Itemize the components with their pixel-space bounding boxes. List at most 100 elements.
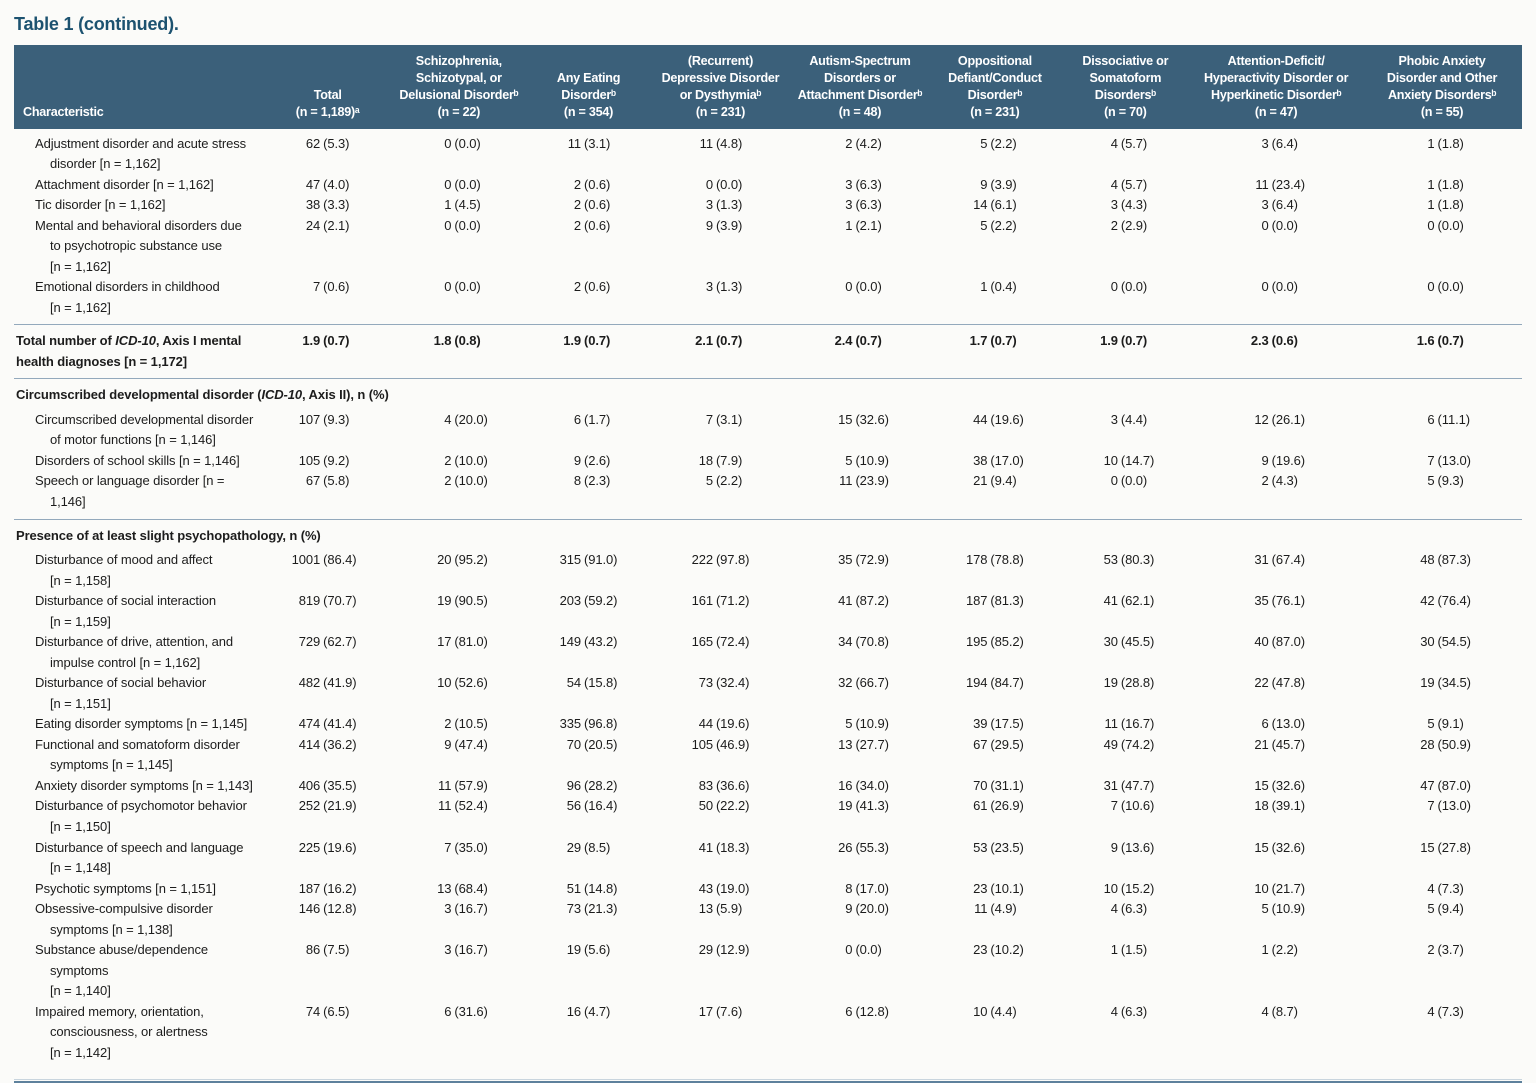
table-row: Disturbance of mood and affect [n = 1,15…: [14, 550, 1522, 591]
value-cell: 53 (23.5): [973, 839, 1024, 855]
row-label: Obsessive-compulsive disorder symptoms […: [35, 901, 213, 937]
value-cell: 5 (10.9): [845, 716, 889, 732]
value-cell: 1 (2.1): [845, 217, 882, 233]
column-header-characteristic: Characteristic: [14, 45, 265, 129]
value-cell: 28 (50.9): [1420, 736, 1471, 752]
value-cell: 0 (0.0): [705, 176, 743, 192]
value-cell: 61 (26.9): [973, 798, 1024, 814]
table-row: Disturbance of drive, attention, and imp…: [14, 632, 1522, 673]
row-label: Disturbance of social interaction [n = 1…: [35, 593, 216, 629]
value-cell: 0 (0.0): [1427, 217, 1464, 233]
table-row: Impaired memory, orientation, consciousn…: [14, 1002, 1522, 1080]
value-cell: 15 (32.6): [1254, 839, 1306, 855]
value-cell: 149 (43.2): [559, 634, 618, 650]
value-cell: 3 (16.7): [444, 942, 488, 958]
value-cell: 31 (67.4): [1254, 552, 1306, 568]
value-cell: 4 (5.7): [1110, 135, 1148, 151]
value-cell: 5 (2.2): [980, 135, 1017, 151]
value-cell: 222 (97.8): [691, 552, 750, 568]
value-cell: 5 (10.9): [845, 452, 889, 468]
value-cell: 67 (5.8): [305, 473, 350, 489]
value-cell: 10 (52.6): [437, 675, 488, 691]
value-cell: 4 (8.7): [1261, 1003, 1298, 1019]
value-cell: 9 (2.6): [573, 452, 611, 468]
value-cell: 3 (6.4): [1261, 197, 1298, 213]
value-cell: 8 (17.0): [845, 880, 889, 896]
value-cell: 5 (2.2): [705, 473, 743, 489]
value-cell: 161 (71.2): [691, 593, 750, 609]
value-cell: 17 (81.0): [437, 634, 488, 650]
section-header-label: Presence of at least slight psychopathol…: [14, 518, 1522, 551]
value-cell: 11 (57.9): [438, 777, 488, 793]
value-cell: 39 (17.5): [973, 716, 1024, 732]
value-cell: 4 (6.3): [1110, 901, 1148, 917]
value-cell: 20 (95.2): [437, 552, 488, 568]
table-row: Mental and behavioral disorders due to p…: [14, 216, 1522, 278]
column-header-dissociative: Dissociative or Somatoform Disordersᵇ (n…: [1060, 45, 1191, 129]
value-cell: 11 (23.4): [1255, 176, 1306, 192]
value-cell: 1.8 (0.8): [390, 324, 527, 379]
value-cell: 54 (15.8): [566, 675, 618, 691]
value-cell: 4 (5.7): [1110, 176, 1148, 192]
value-cell: 5 (9.3): [1427, 473, 1464, 489]
value-cell: 2 (2.9): [1110, 217, 1148, 233]
value-cell: 42 (76.4): [1420, 593, 1471, 609]
value-cell: 0 (0.0): [845, 942, 882, 958]
value-cell: 6 (1.7): [573, 411, 611, 427]
value-cell: 2 (3.7): [1427, 942, 1464, 958]
value-cell: 19 (28.8): [1103, 675, 1155, 691]
table-body: Adjustment disorder and acute stress dis…: [14, 129, 1522, 1080]
row-label: Substance abuse/dependence symptoms [n =…: [35, 942, 209, 999]
value-cell: 1 (4.5): [444, 197, 481, 213]
value-cell: 23 (10.1): [973, 880, 1024, 896]
value-cell: 1 (1.5): [1110, 942, 1148, 958]
value-cell: 3 (1.3): [705, 279, 743, 295]
value-cell: 6 (11.1): [1427, 411, 1470, 427]
row-label: Psychotic symptoms [n = 1,151]: [35, 880, 216, 896]
value-cell: 12 (26.1): [1254, 411, 1306, 427]
value-cell: 1.9 (0.7): [1060, 324, 1191, 379]
value-cell: 146 (12.8): [298, 901, 357, 917]
value-cell: 482 (41.9): [298, 675, 357, 691]
header-row: Characteristic Total (n = 1,189)ᵃ Schizoph…: [14, 45, 1522, 129]
value-cell: 50 (22.2): [698, 798, 750, 814]
value-cell: 56 (16.4): [566, 798, 618, 814]
row-label: Disturbance of drive, attention, and imp…: [35, 634, 234, 670]
column-header-adhd: Attention-Deficit/ Hyperactivity Disorde…: [1190, 45, 1363, 129]
value-cell: 19 (5.6): [566, 942, 611, 958]
value-cell: 4 (7.3): [1427, 880, 1464, 896]
value-cell: 44 (19.6): [698, 716, 750, 732]
value-cell: 1 (0.4): [980, 279, 1017, 295]
value-cell: 21 (9.4): [973, 473, 1017, 489]
value-cell: 474 (41.4): [298, 716, 357, 732]
value-cell: 1001 (86.4): [291, 552, 357, 568]
row-label: Disorders of school skills [n = 1,146]: [35, 452, 240, 468]
value-cell: 62 (5.3): [305, 135, 350, 151]
table-row: Adjustment disorder and acute stress dis…: [14, 129, 1522, 175]
value-cell: 7 (10.6): [1110, 798, 1155, 814]
value-cell: 315 (91.0): [559, 552, 618, 568]
value-cell: 7 (13.0): [1427, 798, 1471, 814]
value-cell: 35 (72.9): [838, 552, 889, 568]
value-cell: 406 (35.5): [298, 777, 357, 793]
value-cell: 5 (2.2): [980, 217, 1017, 233]
table-row: Functional and somatoform disorder sympt…: [14, 735, 1522, 776]
value-cell: 23 (10.2): [973, 942, 1024, 958]
value-cell: 105 (9.2): [298, 452, 350, 468]
row-label: Emotional disorders in childhood [n = 1,…: [35, 279, 220, 315]
table-row: Emotional disorders in childhood [n = 1,…: [14, 277, 1522, 325]
value-cell: 38 (17.0): [973, 452, 1024, 468]
value-cell: 19 (41.3): [838, 798, 889, 814]
value-cell: 40 (87.0): [1254, 634, 1306, 650]
value-cell: 47 (87.0): [1420, 777, 1471, 793]
value-cell: 74 (6.5): [305, 1003, 350, 1019]
value-cell: 2 (0.6): [573, 217, 611, 233]
value-cell: 2 (4.2): [845, 135, 882, 151]
value-cell: 29 (8.5): [566, 839, 611, 855]
value-cell: 3 (4.4): [1110, 411, 1148, 427]
column-header-eating-disorder: Any Eating Disorderᵇ (n = 354): [526, 45, 651, 129]
value-cell: 107 (9.3): [298, 411, 350, 427]
row-label: Disturbance of speech and language [n = …: [35, 839, 244, 876]
value-cell: 73 (32.4): [698, 675, 750, 691]
value-cell: 11 (52.4): [438, 798, 488, 814]
